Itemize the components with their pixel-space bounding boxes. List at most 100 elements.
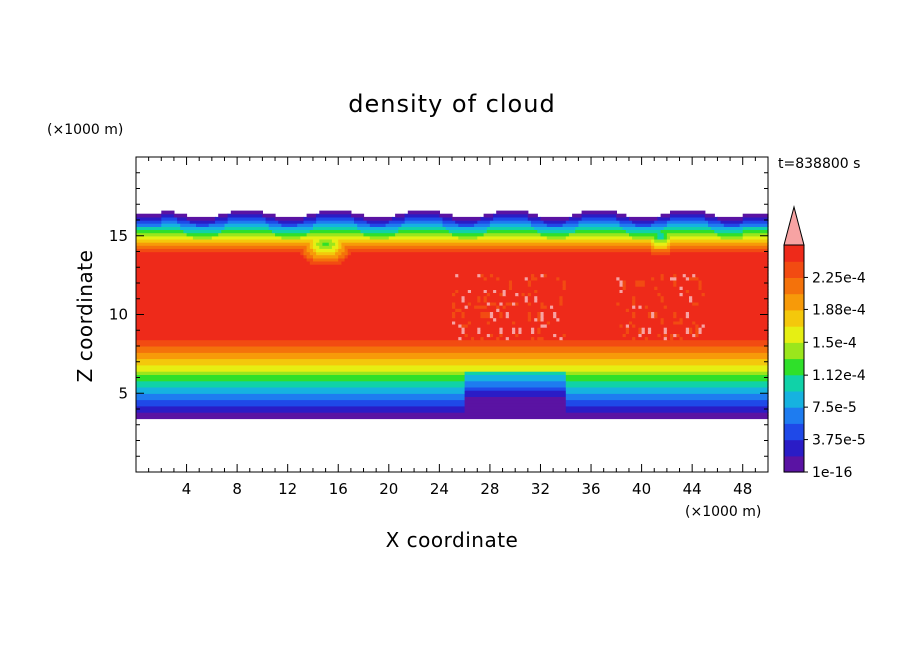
density-cell (568, 216, 583, 221)
density-cell (679, 333, 693, 338)
density-cell (663, 317, 681, 322)
density-cell (208, 223, 226, 227)
density-cell (641, 333, 658, 338)
density-cell (711, 226, 744, 230)
density-cell (369, 223, 387, 227)
density-cell (651, 245, 655, 249)
density-cell (632, 305, 636, 309)
colorbar-swatch (784, 374, 804, 392)
density-cell (442, 223, 459, 227)
density-cell (136, 257, 308, 262)
density-cell (461, 330, 466, 334)
density-cell (136, 399, 466, 404)
density-cell (666, 242, 671, 246)
colorbar-tick-label: 1.88e-4 (812, 302, 866, 318)
density-cell (534, 327, 538, 331)
density-cell (505, 314, 510, 319)
density-cell (508, 286, 513, 290)
density-cell (455, 308, 463, 312)
x-axis-unit: (×1000 m) (685, 504, 761, 520)
colorbar-tick-label: 1.12e-4 (812, 368, 866, 384)
density-cell (622, 286, 627, 290)
colorbar-tick-label: 3.75e-5 (812, 433, 866, 449)
density-cell (480, 314, 491, 319)
density-cell (136, 324, 459, 328)
density-cell (477, 298, 482, 303)
density-cell (543, 311, 554, 316)
density-cell (524, 295, 529, 300)
density-cell (136, 267, 769, 271)
density-cell (670, 276, 677, 281)
density-cell (695, 273, 769, 278)
density-cell (676, 273, 684, 278)
density-cell (335, 242, 339, 246)
density-cell (136, 245, 308, 249)
density-cell (505, 311, 510, 316)
density-cell (629, 232, 658, 237)
density-cell (515, 320, 548, 325)
density-cell (227, 220, 267, 224)
density-cell (708, 220, 722, 224)
density-cell (173, 213, 188, 218)
density-cell (464, 402, 567, 407)
density-cell (180, 226, 225, 230)
density-cell (221, 229, 273, 234)
density-cell (331, 238, 339, 243)
density-cell (136, 264, 769, 268)
density-cell (562, 279, 567, 284)
density-cell (698, 324, 703, 328)
density-cell (685, 289, 690, 293)
density-cell (578, 220, 621, 224)
density-cell (550, 305, 554, 309)
density-cell (486, 229, 538, 234)
density-cell (316, 248, 336, 253)
density-cell (708, 223, 725, 227)
density-cell (350, 251, 652, 256)
density-cell (698, 333, 769, 338)
density-cell (546, 223, 564, 227)
density-cell (480, 327, 500, 331)
density-cell (625, 229, 662, 234)
density-cell (647, 327, 652, 331)
density-cell (316, 216, 355, 221)
density-cell (211, 235, 282, 240)
density-cell (527, 311, 532, 316)
x-tick-label: 4 (182, 480, 192, 498)
density-cell (521, 330, 532, 334)
density-cell (527, 301, 532, 306)
density-cell (515, 330, 519, 334)
density-cell (644, 305, 649, 309)
density-cell (496, 276, 500, 281)
density-cell (540, 324, 548, 328)
y-tick-label: 10 (109, 306, 128, 324)
density-cell (309, 242, 314, 246)
density-cell (562, 295, 633, 300)
density-cell (685, 314, 690, 319)
density-cell (553, 311, 557, 316)
density-cell (458, 235, 478, 240)
density-cell (464, 380, 567, 385)
density-cell (344, 254, 349, 259)
density-cell (464, 371, 567, 375)
density-cell (635, 295, 662, 300)
density-cell (489, 314, 494, 319)
density-cell (303, 248, 308, 253)
x-tick-label: 28 (480, 480, 499, 498)
density-cell (635, 279, 646, 284)
density-cell (644, 330, 649, 334)
density-cell (496, 289, 504, 293)
density-cell (565, 396, 769, 401)
density-cell (742, 232, 769, 237)
density-cell (670, 238, 769, 243)
density-cell (647, 336, 665, 341)
density-cell (512, 279, 529, 284)
density-cell (224, 226, 270, 230)
density-cell (663, 295, 690, 300)
density-cell (666, 336, 671, 341)
density-cell (455, 320, 469, 325)
density-cell (136, 232, 188, 237)
density-cell (512, 301, 516, 306)
density-cell (313, 254, 339, 259)
colorbar-tick-label: 1e-16 (812, 465, 852, 481)
density-cell (619, 324, 624, 328)
